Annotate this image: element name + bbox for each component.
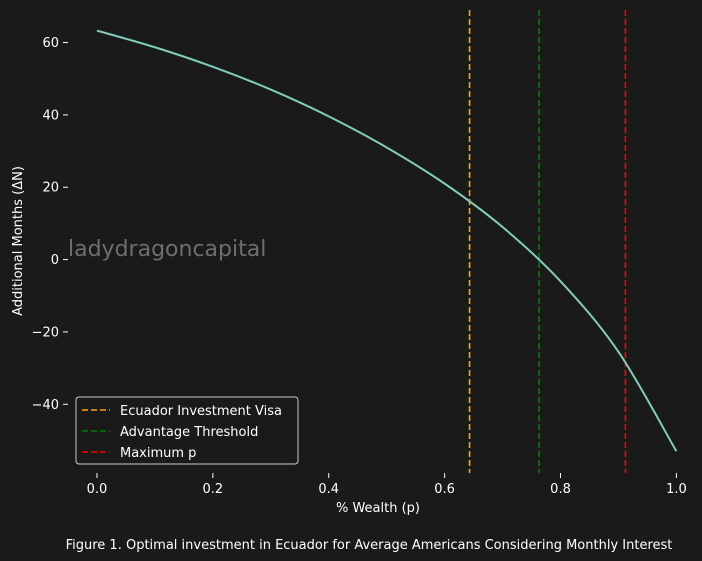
y-tick-label: 40: [42, 108, 59, 123]
y-tick-label: −20: [32, 325, 59, 340]
y-tick-label: 20: [42, 181, 59, 196]
series-line: [96, 29, 678, 452]
x-tick-label: 0.2: [203, 482, 224, 497]
x-axis-label: % Wealth (p): [336, 501, 420, 516]
y-tick-label: 0: [51, 253, 59, 268]
x-tick-label: 1.0: [666, 482, 687, 497]
watermark: ladydragoncapital: [68, 237, 266, 262]
y-tick-label: −40: [32, 398, 59, 413]
x-tick-label: 0.4: [318, 482, 339, 497]
x-axis-ticks: 0.0 0.2 0.4 0.6 0.8 1.0: [87, 473, 687, 497]
x-tick-label: 0.8: [550, 482, 571, 497]
y-tick-label: 60: [42, 36, 59, 51]
vertical-reference-lines: [468, 10, 627, 473]
legend-label: Maximum p: [120, 446, 196, 461]
legend-box: [75, 396, 299, 465]
y-axis-ticks: 60 40 20 0 −20 −40: [32, 36, 68, 413]
legend-label: Advantage Threshold: [120, 425, 258, 440]
x-tick-label: 0.0: [87, 482, 108, 497]
legend-label: Ecuador Investment Visa: [120, 404, 282, 419]
legend-entries: Ecuador Investment Visa Advantage Thresho…: [82, 404, 282, 461]
figure-caption: Figure 1. Optimal investment in Ecuador …: [66, 538, 673, 553]
y-axis-label: Additional Months (ΔN): [11, 166, 26, 316]
x-tick-label: 0.6: [434, 482, 455, 497]
legend: Ecuador Investment Visa Advantage Thresho…: [75, 396, 299, 465]
